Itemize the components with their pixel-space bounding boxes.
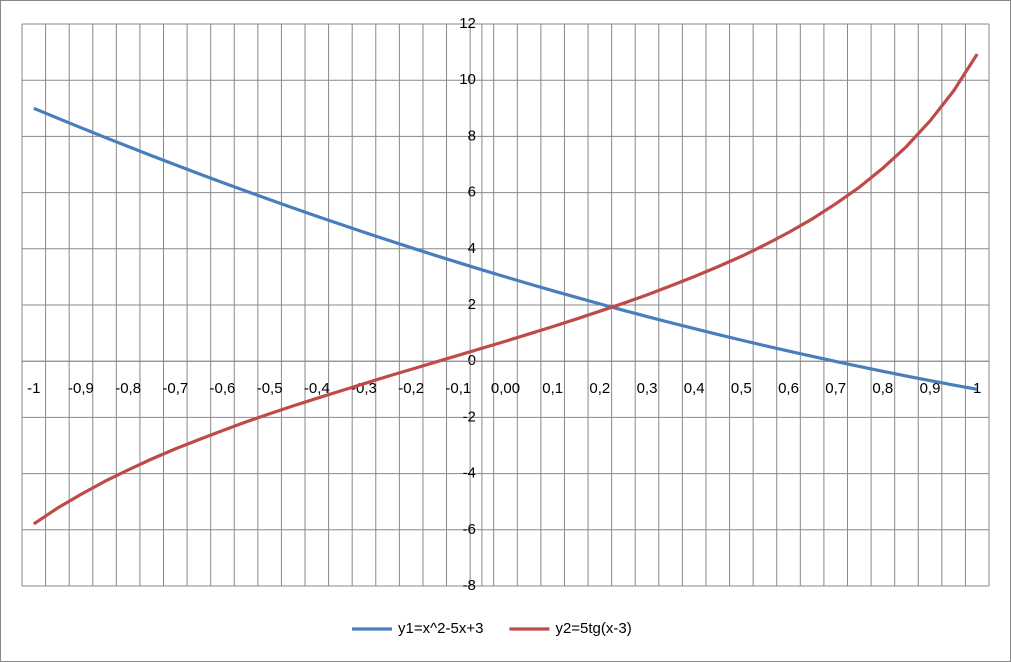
series-line (33, 106, 978, 391)
y-tick-label: 4 (468, 240, 476, 257)
y-tick-label: 6 (468, 184, 476, 201)
x-tick-label: 0,1 (542, 380, 563, 397)
y-tick-label: 10 (459, 71, 476, 88)
series-line (32, 53, 979, 526)
x-tick-label: 0,6 (778, 380, 799, 397)
y-tick-label: -4 (463, 465, 476, 482)
x-tick-label: -0,7 (162, 380, 188, 397)
legend-label: y1=x^2-5x+3 (398, 620, 483, 637)
x-tick-label: -0,9 (68, 380, 94, 397)
x-tick-label: 0,3 (637, 380, 658, 397)
x-tick-label: -1 (27, 380, 40, 397)
x-tick-label: 0,00 (491, 380, 520, 397)
y-tick-label: 0 (468, 352, 476, 369)
x-tick-label: -0,8 (115, 380, 141, 397)
y-tick-label: 8 (468, 127, 476, 144)
x-tick-label: -0,6 (210, 380, 236, 397)
x-tick-label: 0,4 (684, 380, 705, 397)
y-tick-label: -2 (463, 408, 476, 425)
y-tick-label: -6 (463, 521, 476, 538)
x-tick-label: -0,4 (304, 380, 330, 397)
x-tick-label: -0,1 (445, 380, 471, 397)
legend-label: y2=5tg(x-3) (555, 620, 631, 637)
x-tick-label: 0,7 (825, 380, 846, 397)
y-tick-label: 2 (468, 296, 476, 313)
x-tick-label: 0,9 (920, 380, 941, 397)
y-tick-label: 12 (459, 15, 476, 32)
x-tick-label: 0,2 (589, 380, 610, 397)
x-tick-label: 0,5 (731, 380, 752, 397)
x-tick-label: -0,5 (257, 380, 283, 397)
x-tick-label: -0,2 (398, 380, 424, 397)
x-tick-label: 0,8 (872, 380, 893, 397)
y-tick-label: -8 (463, 577, 476, 594)
